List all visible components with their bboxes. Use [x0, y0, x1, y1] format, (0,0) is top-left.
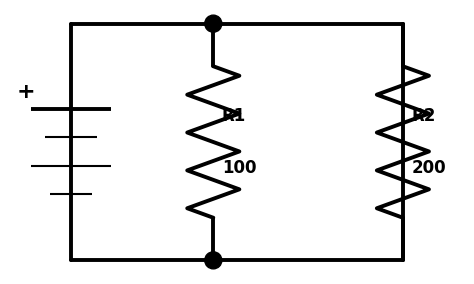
Text: R1: R1 [222, 107, 246, 125]
Text: 200: 200 [411, 159, 446, 177]
Circle shape [205, 252, 222, 269]
Text: +: + [17, 82, 36, 102]
Circle shape [205, 15, 222, 32]
Text: R2: R2 [411, 107, 436, 125]
Text: 100: 100 [222, 159, 256, 177]
